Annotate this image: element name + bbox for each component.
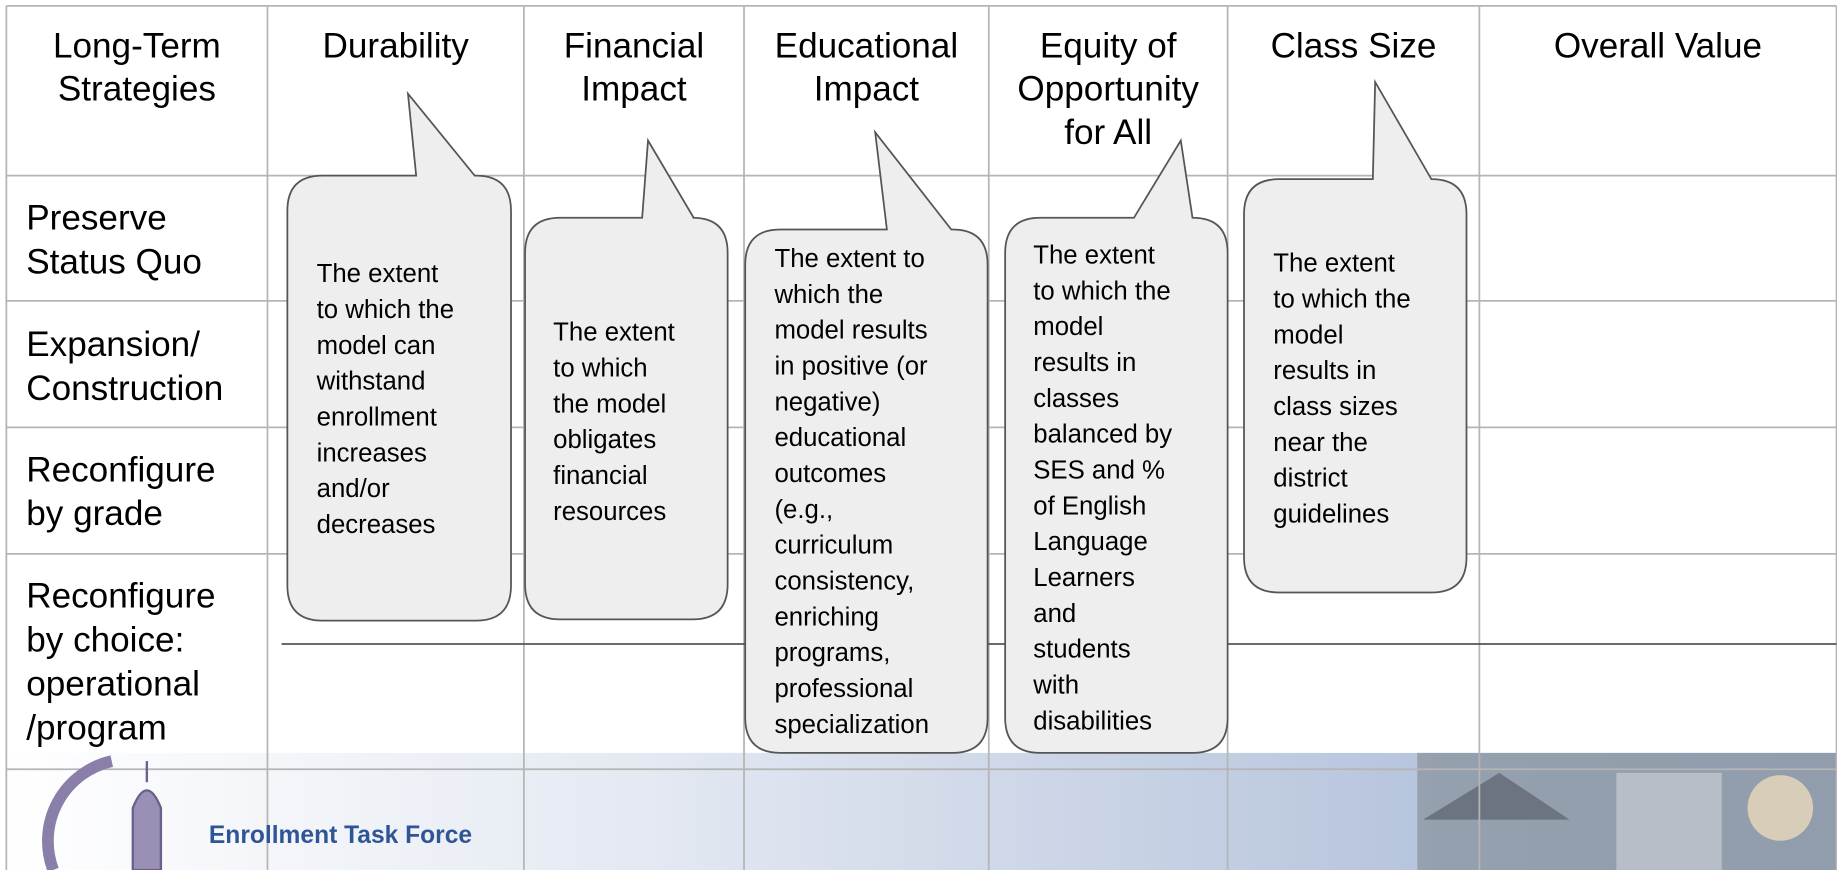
callout-text: (e.g., [774, 496, 833, 524]
row-label: Construction [26, 369, 223, 408]
callout-text: enrollment [317, 404, 437, 432]
callout-bubble [744, 129, 989, 754]
row-label: Reconfigure [26, 577, 215, 616]
row-label: Status Quo [26, 242, 202, 281]
callout-text: specialization [774, 711, 929, 739]
column-header: Financial [564, 26, 705, 65]
callout-text: balanced by [1033, 421, 1172, 449]
callout-text: withstand [316, 368, 426, 396]
callout-text: outcomes [774, 460, 886, 488]
photo-building [1616, 772, 1722, 870]
column-header: Long-Term [53, 26, 221, 65]
callout-text: which the [773, 281, 883, 309]
callout-text: Learners [1033, 564, 1135, 592]
callout-text: with [1032, 671, 1079, 699]
callout-text: increases [317, 439, 427, 467]
callout-text: consistency, [774, 567, 914, 595]
row-label: by grade [26, 494, 163, 533]
callout-text: curriculum [774, 532, 893, 560]
callout-bubble [286, 90, 512, 622]
column-header: Opportunity [1017, 70, 1199, 109]
callout-text: to which the [1033, 277, 1170, 305]
column-header: Impact [581, 70, 687, 109]
callout-text: the model [553, 390, 666, 418]
column-header: Impact [814, 70, 920, 109]
callout-text: enriching [774, 603, 879, 631]
callout-text: model [1033, 313, 1103, 341]
callout-text: The extent [317, 260, 439, 288]
callout-text: financial [553, 462, 647, 490]
callout-text: near the [1273, 429, 1368, 457]
callout-text: class sizes [1273, 393, 1398, 421]
footer-title: Enrollment Task Force [209, 822, 472, 849]
column-header: Durability [323, 26, 470, 65]
callouts: The extent to which the model can withstand… [286, 78, 1468, 754]
column-header: for All [1064, 113, 1152, 152]
callout-text: to which [553, 355, 647, 383]
callout-text: The extent [553, 319, 675, 347]
row-label: operational [26, 665, 200, 704]
row-label: Preserve [26, 199, 167, 238]
column-header: Equity of [1040, 26, 1177, 65]
texts: Long-Term Strategies Durability Financial Im… [26, 26, 1762, 747]
row-label: Reconfigure [26, 450, 215, 489]
callout-text: in positive (or [774, 352, 928, 380]
callout-text: model results [774, 317, 927, 345]
callout-text: professional [774, 675, 913, 703]
callout-text: The extent [1033, 241, 1155, 269]
callout-text: The extent [1273, 250, 1395, 278]
callout-text: guidelines [1273, 500, 1389, 528]
callout-text: students [1033, 636, 1130, 664]
callout-text: educational [774, 424, 906, 452]
callout-text: of English [1033, 492, 1146, 520]
callout-text: to which the [317, 296, 454, 324]
row-label: /program [26, 708, 167, 747]
callout-bubble [524, 137, 729, 621]
callout-text: results in [1033, 349, 1136, 377]
logo-arc [42, 755, 114, 870]
callout-text: to which the [1273, 285, 1410, 313]
column-header: Overall Value [1554, 26, 1762, 65]
logo-dome [131, 789, 163, 870]
callout-text: obligates [553, 426, 656, 454]
callout-text: negative) [774, 388, 880, 416]
row-label: by choice: [26, 621, 184, 660]
callout-text: district [1273, 465, 1347, 493]
callout-bubble [1004, 137, 1229, 754]
column-header: Educational [775, 26, 958, 65]
callout-text: classes [1033, 385, 1119, 413]
callout-text: The extent to [774, 245, 924, 273]
column-header: Class Size [1271, 26, 1437, 65]
column-header: Strategies [58, 70, 216, 109]
callout-text: SES and % [1033, 456, 1165, 484]
callout-text: and/or [317, 475, 390, 503]
callout-bubble [1243, 78, 1468, 594]
callout-text: Language [1033, 528, 1148, 556]
photo-roof [1423, 772, 1570, 820]
callout-text: model can [317, 332, 436, 360]
photo-person [1747, 775, 1814, 841]
callout-text: model [1273, 321, 1343, 349]
callout-text: results in [1273, 357, 1376, 385]
callout-text: resources [553, 498, 666, 526]
callout-text: disabilities [1033, 707, 1152, 735]
callout-text: decreases [317, 511, 436, 539]
row-label: Expansion/ [26, 325, 200, 364]
callout-text: programs, [774, 639, 890, 667]
callout-text: and [1033, 600, 1076, 628]
